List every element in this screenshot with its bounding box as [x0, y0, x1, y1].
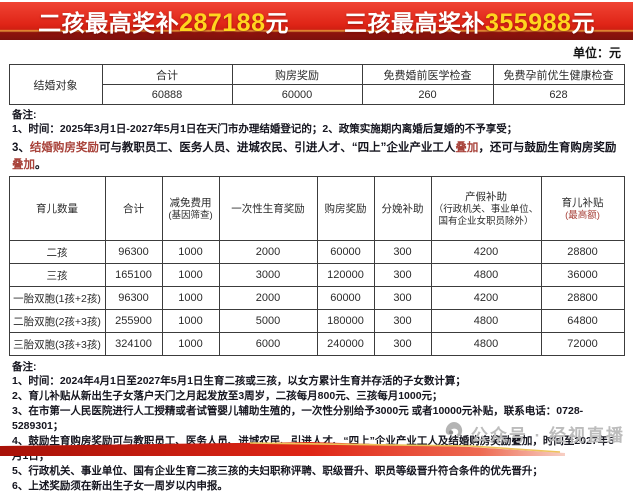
birth-notes-title: 备注:	[12, 361, 37, 373]
birth-header-housing-reward: 购房奖励	[316, 176, 375, 241]
birth-header-total: 合计	[104, 176, 163, 241]
jingshizhibo-logo-icon	[442, 419, 466, 448]
banner-third-child: 三孩最高奖补355988元	[344, 9, 595, 37]
marriage-row-label: 结婚对象	[8, 64, 103, 105]
birth-table-header-row: 育儿数量 合计 减免费用 (基因筛查) 一次性生育奖励 购房奖励 分娩补助 产假补…	[8, 176, 625, 241]
marriage-value-preconception-check: 628	[492, 84, 625, 105]
birth-note-line-5: 5、行政机关、事业单位、国有企业生育二孩三孩的夫妇职称评聘、职级晋升、职员等级晋…	[12, 465, 543, 477]
highlight-marriage-housing-reward: 结婚购房奖励	[29, 142, 99, 154]
birth-header-delivery-subsidy: 分娩补助	[373, 176, 432, 241]
marriage-table-header-row: 结婚对象 合计 购房奖励 免费婚前医学检查 免费孕前优生健康检查	[8, 64, 625, 105]
marriage-note-line-1: 1、时间：2025年3月1日-2027年5月1日在天门市办理结婚登记的；2、政策…	[12, 123, 518, 135]
marriage-header-total: 合计	[101, 64, 233, 85]
marriage-value-total: 60888	[101, 84, 233, 105]
third-child-amount: 355988	[485, 9, 572, 37]
banner-second-child: 二孩最高奖补287188元	[38, 9, 289, 37]
table-row-twins-second: 二胎双胞(2孩+3孩) 255900 1000 5000 180000 300 …	[8, 309, 625, 333]
marriage-note-line-2: 3、结婚购房奖励可与教职员工、医务人员、进城农民、引进人才、“四上”企业产业工人…	[12, 142, 617, 171]
birth-header-childcare-allowance: 育儿补贴 (最高额)	[540, 176, 625, 241]
birth-note-line-3: 3、在市第一人民医院进行人工授精或者试管婴儿辅助生殖的，一次性分别给予3000元…	[12, 405, 584, 432]
marriage-notes-title: 备注:	[12, 109, 37, 121]
birth-header-fee-waiver: 减免费用 (基因筛查)	[161, 176, 220, 241]
marriage-value-housing: 60000	[231, 84, 363, 105]
max-amount-note: (最高额)	[565, 210, 600, 221]
top-reward-banner: 二孩最高奖补287188元 三孩最高奖补355988元	[0, 2, 633, 40]
watermark: 公众号 · 经视直播	[442, 419, 625, 448]
unit-label: 单位：元	[572, 46, 621, 60]
marriage-header-premarital-check: 免费婚前医学检查	[361, 64, 494, 85]
marriage-header-housing: 购房奖励	[231, 64, 363, 85]
birth-note-line-2: 2、育儿补贴从新出生子女落户天门之月起发放至3周岁，二孩每月800元、三孩每月1…	[12, 390, 443, 402]
marriage-notes: 备注: 1、时间：2025年3月1日-2027年5月1日在天门市办理结婚登记的；…	[12, 108, 621, 174]
second-child-amount: 287188	[179, 9, 266, 37]
table-row-twins-first: 一胎双胞(1孩+2孩) 96300 1000 2000 60000 300 42…	[8, 286, 625, 310]
watermark-text: 公众号 · 经视直播	[470, 426, 625, 445]
birth-header-maternity-leave-subsidy: 产假补助 （行政机关、事业单位、国有企业女职员除外）	[430, 176, 542, 241]
table-row-twins-third: 三胎双胞(3孩+3孩) 324100 1000 6000 240000 300 …	[8, 332, 625, 356]
table-row-second-child: 二孩 96300 1000 2000 60000 300 4200 28800	[8, 240, 625, 264]
birth-note-line-1: 1、时间：2024年4月1日至2027年5月1日生育二孩或三孩，以女方累计生育并…	[12, 375, 466, 387]
table-row-third-child: 三孩 165100 1000 3000 120000 300 4800 3600…	[8, 263, 625, 287]
highlight-stack-1: 叠加	[455, 142, 479, 154]
marriage-table-value-row: 60888 60000 260 628	[9, 84, 625, 105]
marriage-header-preconception-check: 免费孕前优生健康检查	[492, 64, 625, 85]
marriage-reward-table: 结婚对象 合计 购房奖励 免费婚前医学检查 免费孕前优生健康检查 60888 6…	[8, 64, 625, 105]
birth-note-line-6: 6、上述奖励须在新出生子女一周岁以内申报。	[12, 480, 228, 492]
birth-header-onetime-reward: 一次性生育奖励	[218, 176, 318, 241]
marriage-value-premarital-check: 260	[361, 84, 494, 105]
highlight-stack-2: 叠加	[12, 159, 35, 171]
birth-subsidy-table: 育儿数量 合计 减免费用 (基因筛查) 一次性生育奖励 购房奖励 分娩补助 产假补…	[8, 176, 625, 356]
birth-header-child-count: 育儿数量	[8, 176, 106, 241]
